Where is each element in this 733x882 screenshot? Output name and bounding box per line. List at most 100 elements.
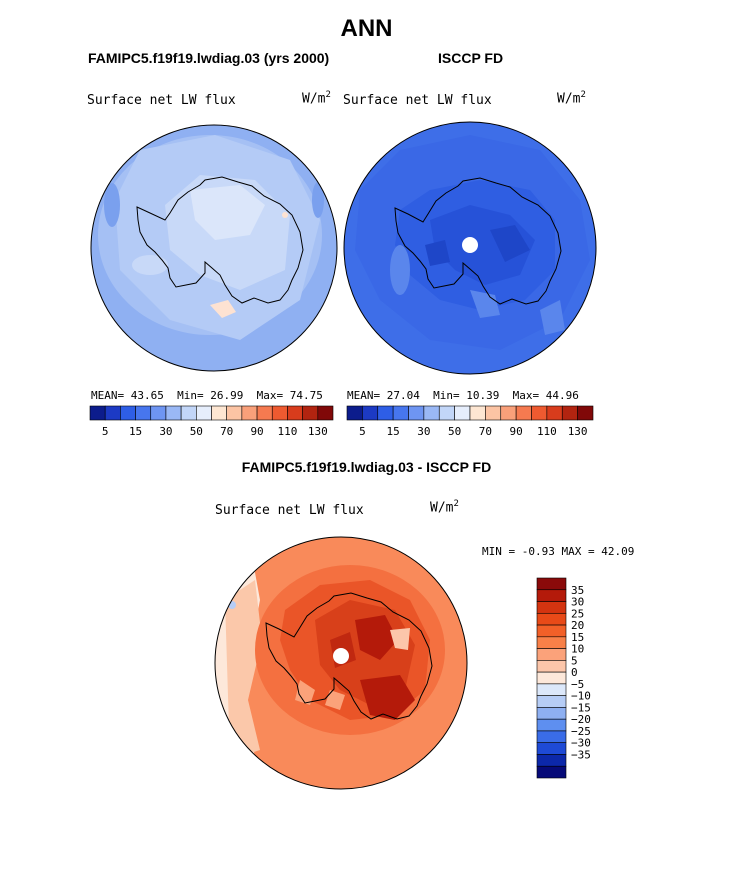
panel3-colorbar-swatch bbox=[536, 695, 567, 708]
panel3-stats: MIN = -0.93 MAX = 42.09 bbox=[482, 545, 634, 558]
panel1-colorbar-swatch bbox=[135, 405, 152, 421]
panel3-colorbar-swatch bbox=[536, 648, 567, 661]
panel3-colorbar-tick-label: 15 bbox=[571, 631, 584, 644]
panel1-colorbar-swatch bbox=[104, 405, 121, 421]
panel1-colorbar-swatch bbox=[180, 405, 197, 421]
panel2-map-border bbox=[343, 121, 597, 375]
panel3-map-border bbox=[214, 536, 468, 790]
panel3-colorbar-tick-label: −5 bbox=[571, 678, 584, 691]
panel3-colorbar-swatch bbox=[536, 742, 567, 755]
page-title: ANN bbox=[340, 15, 393, 42]
panel3-colorbar-swatch bbox=[536, 577, 567, 591]
panel2-colorbar-swatch bbox=[485, 405, 502, 421]
panel3-colorbar-swatch bbox=[536, 754, 567, 767]
panel1-colorbar-swatch bbox=[120, 405, 136, 421]
panel1-max-label: Max= bbox=[256, 389, 284, 402]
panel2-colorbar-tick-label: 30 bbox=[417, 425, 430, 438]
panel2-colorbar-swatch bbox=[515, 405, 532, 421]
panel2-mean-value: 27.04 bbox=[386, 389, 420, 402]
panel3-colorbar-tick-label: 5 bbox=[571, 654, 578, 667]
panel3-colorbar-swatch bbox=[536, 707, 567, 720]
panel2-units: W/m2 bbox=[557, 90, 586, 106]
panel2-min-label: Min= bbox=[433, 389, 460, 402]
panel1-colorbar-swatch bbox=[165, 405, 182, 421]
panel2-variable: Surface net LW flux bbox=[343, 93, 492, 108]
panel3-colorbar-tick-label: 10 bbox=[571, 643, 584, 656]
panel3-colorbar-tick-label: −30 bbox=[571, 737, 591, 750]
panel3-colorbar-swatch bbox=[536, 683, 567, 696]
panel3-colorbar-swatch bbox=[536, 671, 567, 685]
panel3-colorbar-tick-label: −35 bbox=[571, 748, 591, 761]
panel2-colorbar-tick-label: 5 bbox=[359, 425, 366, 438]
panel1-colorbar-tick-label: 90 bbox=[250, 425, 263, 438]
panel2-mean-label: MEAN= bbox=[347, 389, 381, 402]
panel1-coastline bbox=[136, 176, 304, 304]
panel2-max-value: 44.96 bbox=[545, 389, 579, 402]
panel2-colorbar-tick-label: 70 bbox=[479, 425, 492, 438]
panel1-map bbox=[91, 125, 337, 371]
obs-title: ISCCP FD bbox=[438, 50, 504, 66]
panel1-colorbar-swatch bbox=[302, 405, 319, 421]
panel3-colorbar-tick-label: 0 bbox=[571, 666, 578, 679]
panel3-variable: Surface net LW flux bbox=[215, 503, 364, 518]
panel2-min-value: 10.39 bbox=[466, 389, 500, 402]
panel3-min-label: MIN = bbox=[482, 545, 516, 558]
panel1-colorbar-swatch bbox=[211, 405, 227, 421]
panel3-colorbar-swatch bbox=[536, 730, 567, 744]
panel2-colorbar-tick-label: 130 bbox=[568, 425, 588, 438]
panel2-colorbar-swatch bbox=[408, 405, 425, 421]
panel3-units-exp: 2 bbox=[453, 499, 459, 509]
panel3-min-value: -0.93 bbox=[521, 545, 555, 558]
panel1-colorbar-swatch bbox=[256, 405, 273, 421]
panel3-max-value: 42.09 bbox=[601, 545, 635, 558]
panel3-colorbar-tick-label: −20 bbox=[571, 713, 591, 726]
panel3-colorbar-swatch bbox=[536, 601, 567, 614]
panel2-colorbar-swatch bbox=[577, 405, 594, 421]
panel2-colorbar-swatch bbox=[454, 405, 471, 421]
panel2-colorbar-swatch bbox=[438, 405, 455, 421]
panel2-colorbar-swatch bbox=[469, 405, 486, 421]
panel2-colorbar-tick-label: 90 bbox=[510, 425, 523, 438]
panel3-colorbar-swatch bbox=[536, 589, 567, 602]
panel3-colorbar-swatch bbox=[536, 718, 567, 732]
case-title: FAMIPC5.f19f19.lwdiag.03 (yrs 2000) bbox=[88, 50, 330, 66]
panel2-colorbar-swatch bbox=[500, 405, 517, 421]
panel2-colorbar-tick-label: 15 bbox=[387, 425, 400, 438]
panel1-max-value: 74.75 bbox=[289, 389, 323, 402]
panel1-colorbar-tick-label: 15 bbox=[129, 425, 142, 438]
panel1-colorbar-tick-label: 70 bbox=[220, 425, 233, 438]
panel1-colorbar-swatch bbox=[317, 405, 334, 421]
panel3-colorbar-swatch bbox=[536, 624, 567, 638]
panel3-colorbar-swatch bbox=[536, 660, 567, 673]
panel2-colorbar-swatch bbox=[423, 405, 440, 421]
panel2-colorbar-swatch bbox=[561, 405, 578, 421]
panel3-colorbar-tick-label: 30 bbox=[571, 596, 584, 609]
panel1-colorbar-swatch bbox=[271, 405, 288, 421]
panel3-colorbar-tick-label: 35 bbox=[571, 584, 584, 597]
panel1-mean-label: MEAN= bbox=[91, 389, 125, 402]
panel2-stats: MEAN= 27.04 Min= 10.39 Max= 44.96 bbox=[347, 389, 579, 402]
panel1-colorbar-tick-label: 50 bbox=[190, 425, 203, 438]
panel2-pole-mask bbox=[462, 237, 478, 253]
panel2-colorbar-swatch bbox=[377, 405, 394, 421]
panel2-coastline bbox=[394, 177, 562, 305]
panel2-colorbar-swatch bbox=[546, 405, 563, 421]
panel1-mean-value: 43.65 bbox=[130, 389, 164, 402]
panel3-colorbar-swatch bbox=[536, 636, 567, 649]
panel3-colorbar-tick-label: 25 bbox=[571, 607, 584, 620]
panel1-min-value: 26.99 bbox=[210, 389, 244, 402]
panel2-max-label: Max= bbox=[512, 389, 540, 402]
panel2-colorbar-swatch bbox=[531, 405, 548, 421]
panel3-colorbar-tick-label: −15 bbox=[571, 701, 591, 714]
panel1-units-base: W/m bbox=[302, 91, 326, 107]
difference-title: FAMIPC5.f19f19.lwdiag.03 - ISCCP FD bbox=[241, 459, 492, 475]
panel1-colorbar-tick-label: 5 bbox=[102, 425, 109, 438]
panel1-colorbar-swatch bbox=[287, 405, 303, 421]
panel1-colorbar-tick-label: 30 bbox=[159, 425, 172, 438]
panel3-colorbar-tick-label: −10 bbox=[571, 690, 591, 703]
panel3-max-label: MAX = bbox=[561, 545, 595, 558]
panel1-units-exp: 2 bbox=[325, 90, 331, 100]
panel3-colorbar-swatch bbox=[536, 612, 567, 626]
panel3-coastline bbox=[265, 592, 433, 720]
